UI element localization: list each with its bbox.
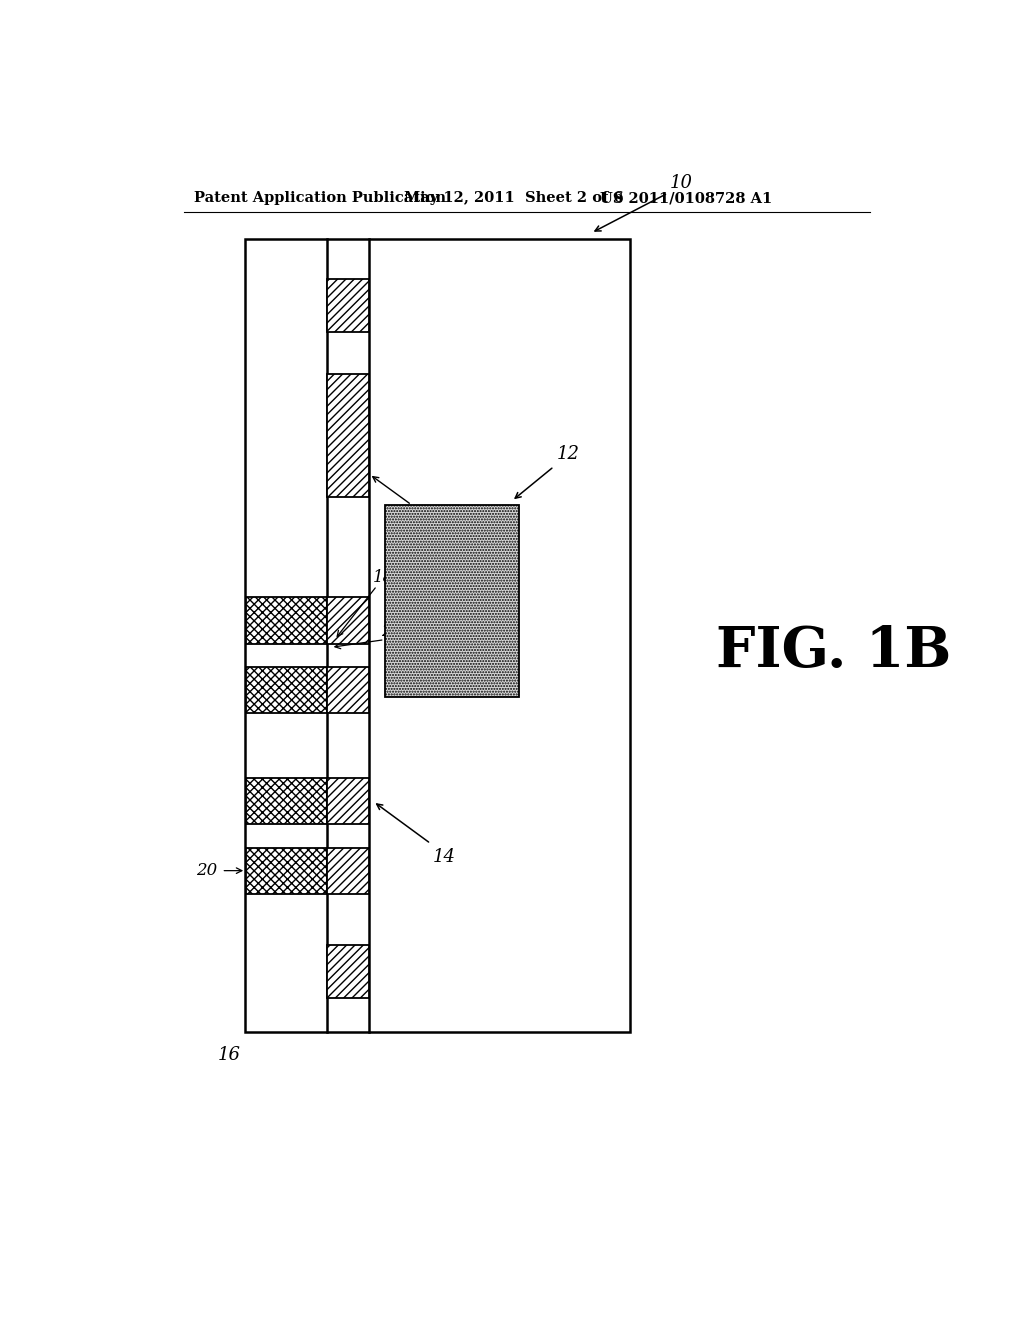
Bar xyxy=(385,506,519,697)
Bar xyxy=(245,239,630,1032)
Text: 16: 16 xyxy=(218,1047,241,1064)
Text: FIG. 1B: FIG. 1B xyxy=(716,624,951,678)
Bar xyxy=(246,667,327,713)
Text: 18: 18 xyxy=(373,569,394,586)
Bar xyxy=(327,374,370,498)
Text: 10: 10 xyxy=(670,173,692,191)
Bar xyxy=(327,847,370,894)
Bar xyxy=(246,779,327,825)
Text: 12: 12 xyxy=(556,445,580,462)
Text: US 2011/0108728 A1: US 2011/0108728 A1 xyxy=(600,191,772,206)
Bar xyxy=(327,667,370,713)
Text: May 12, 2011  Sheet 2 of 6: May 12, 2011 Sheet 2 of 6 xyxy=(403,191,624,206)
Bar xyxy=(327,280,370,331)
Text: Patent Application Publication: Patent Application Publication xyxy=(194,191,445,206)
Text: 22: 22 xyxy=(381,623,402,640)
Bar xyxy=(246,597,327,644)
Bar xyxy=(327,779,370,825)
Bar xyxy=(327,597,370,644)
Bar xyxy=(327,945,370,998)
Bar xyxy=(246,847,327,894)
Text: 24: 24 xyxy=(414,508,437,527)
Text: 14: 14 xyxy=(433,847,456,866)
Text: 20: 20 xyxy=(197,862,217,879)
